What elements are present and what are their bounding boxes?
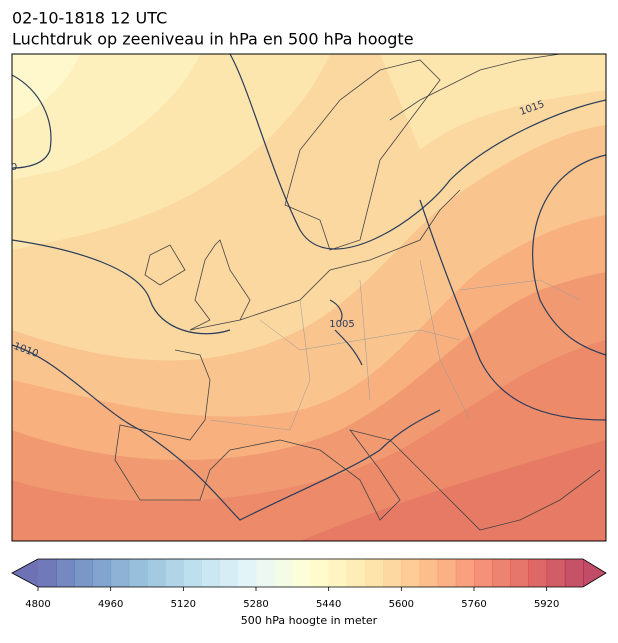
colorbar-segment (147, 559, 166, 587)
colorbar-tick-label: 4800 (25, 599, 50, 610)
colorbar-segment (346, 559, 366, 587)
colorbar-segment (183, 559, 202, 587)
map-frame (11, 53, 607, 542)
map (12, 54, 606, 541)
colorbar-outline (11, 558, 607, 588)
borders (209, 259, 581, 431)
colorbar-segment (237, 559, 257, 587)
colorbar-label: 500 hPa hoogte in meter (241, 614, 378, 627)
title: 02-10-1818 12 UTC (12, 9, 167, 28)
colorbar-segment (365, 559, 384, 587)
colorbar-segment (401, 559, 420, 587)
colorbar-segment (38, 559, 57, 587)
colorbar-segment (564, 559, 584, 587)
colorbar-segment (437, 559, 457, 587)
colorbar-segment (128, 559, 148, 587)
colorbar-segment (110, 559, 130, 587)
colorbar-tick-label: 5600 (389, 599, 414, 610)
colorbar-segment (92, 559, 112, 587)
colorbar-tick-label: 4960 (98, 599, 123, 610)
contour-label: 1005 (329, 319, 354, 330)
colorbar-extend-high (583, 559, 606, 587)
colorbar-segment (492, 559, 511, 587)
colorbar: 4800 4960 5120 5280 5440 5600 5760 5920 (11, 558, 607, 610)
colorbar-segment (274, 559, 293, 587)
colorbar-tick-label: 5280 (243, 599, 268, 610)
colorbar-tick-label: 5120 (171, 599, 196, 610)
colorbar-segment (528, 559, 548, 587)
colorbar-tick-label: 5920 (534, 599, 559, 610)
colorbar-segment (419, 559, 439, 587)
colorbar-segment (201, 559, 221, 587)
colorbar-tick-label: 5760 (461, 599, 486, 610)
colorbar-segment (219, 559, 239, 587)
colorbar-tick-label: 5440 (316, 599, 341, 610)
colorbar-segment (74, 559, 93, 587)
colorbar-segment (292, 559, 311, 587)
colorbar-segment (256, 559, 275, 587)
colorbar-segment (310, 559, 330, 587)
colorbar-segment (165, 559, 184, 587)
colorbar-segment (328, 559, 348, 587)
colorbar-segment (383, 559, 402, 587)
subtitle: Luchtdruk op zeeniveau in hPa en 500 hPa… (12, 30, 414, 49)
colorbar-segment (56, 559, 75, 587)
contour-label: 0 (11, 162, 17, 173)
coastlines (114, 54, 601, 531)
colorbar-extend-low (12, 559, 38, 587)
colorbar-segment (455, 559, 475, 587)
colorbar-segment (546, 559, 566, 587)
isobars (12, 54, 606, 521)
colorbar-segment (510, 559, 529, 587)
colorbar-segment (474, 559, 493, 587)
